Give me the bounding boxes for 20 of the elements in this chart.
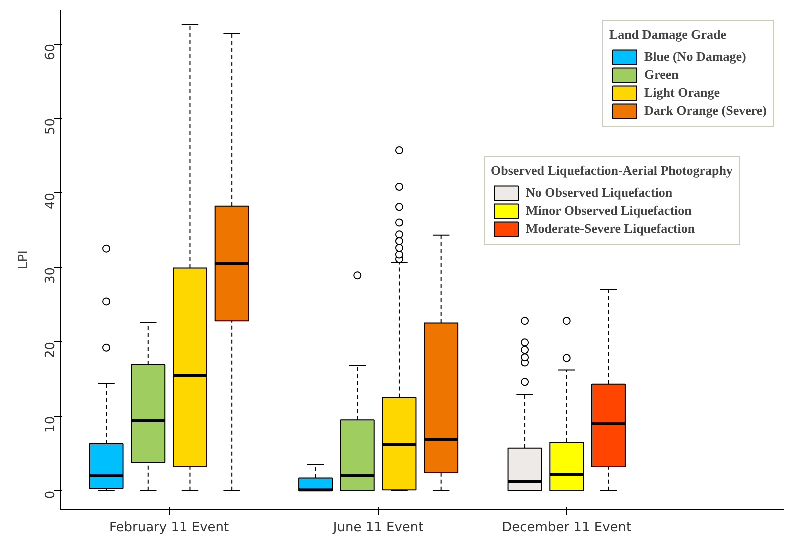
y-tick-label: 20 — [44, 342, 58, 358]
legend-label: Dark Orange (Severe) — [644, 102, 767, 120]
y-tick-label: 10 — [44, 416, 58, 433]
legend-label: Minor Observed Liquefaction — [526, 202, 692, 220]
legend-label: No Observed Liquefaction — [526, 184, 673, 202]
x-tick-label: December 11 Event — [502, 520, 632, 536]
legend-label: Moderate-Severe Liquefaction — [526, 220, 696, 238]
y-tick-label: 40 — [44, 192, 58, 210]
legend-label: Green — [644, 66, 679, 84]
legend-label: Blue (No Damage) — [644, 48, 746, 66]
x-tick-label: February 11 Event — [109, 520, 230, 536]
legend-title: Land Damage Grade — [609, 27, 728, 43]
y-tick-label: 0 — [44, 490, 58, 500]
legend-label: Light Orange — [644, 84, 720, 102]
y-tick-label: 60 — [44, 44, 58, 61]
x-tick-label: June 11 Event — [332, 520, 424, 536]
y-axis-title: LPI — [16, 250, 32, 270]
annotation: Observed Liquefaction-Aerial Photography — [491, 163, 733, 179]
y-tick-label: 30 — [44, 267, 58, 284]
y-tick-label: 50 — [44, 118, 58, 136]
